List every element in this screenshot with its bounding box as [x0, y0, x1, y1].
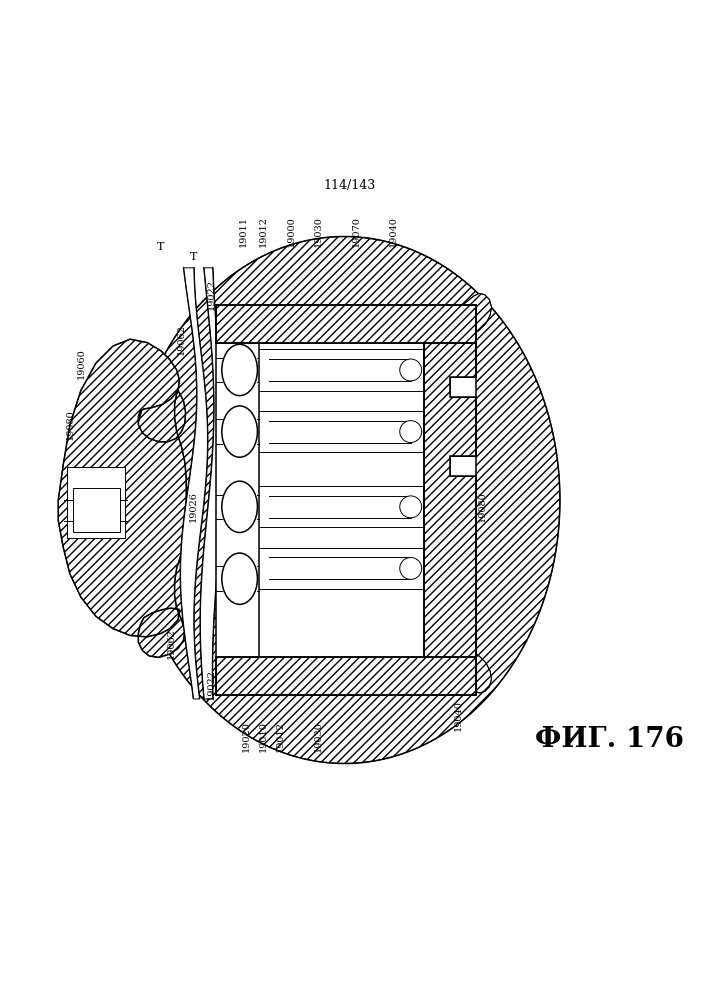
- Bar: [73, 488, 120, 532]
- Bar: [81, 485, 122, 536]
- Circle shape: [399, 421, 421, 443]
- Text: 114/143: 114/143: [323, 179, 375, 192]
- Text: 19060: 19060: [76, 348, 86, 379]
- Text: 19016: 19016: [297, 505, 305, 536]
- Text: 19000: 19000: [286, 216, 296, 247]
- Text: 19022: 19022: [206, 669, 216, 700]
- Text: 19080: 19080: [478, 491, 487, 522]
- Ellipse shape: [222, 344, 257, 396]
- Text: 19070: 19070: [351, 216, 361, 247]
- Polygon shape: [58, 339, 186, 657]
- Text: T: T: [157, 242, 165, 252]
- Text: T: T: [190, 252, 197, 262]
- Text: 19062: 19062: [177, 324, 186, 355]
- Text: 19030: 19030: [314, 721, 323, 752]
- Text: 19012: 19012: [276, 721, 285, 752]
- Polygon shape: [448, 293, 491, 341]
- Bar: [216, 657, 476, 695]
- Text: 19080: 19080: [66, 409, 75, 440]
- Circle shape: [399, 359, 421, 381]
- Polygon shape: [448, 646, 491, 693]
- Bar: [216, 305, 476, 695]
- Circle shape: [399, 557, 421, 579]
- Text: 19026: 19026: [189, 491, 197, 522]
- Text: 19010: 19010: [259, 721, 268, 752]
- Bar: [86, 490, 117, 530]
- Text: ФИГ. 176: ФИГ. 176: [534, 726, 684, 753]
- Bar: [216, 305, 476, 343]
- Ellipse shape: [222, 553, 257, 604]
- Circle shape: [399, 496, 421, 518]
- Bar: [216, 305, 476, 343]
- Text: 19030: 19030: [314, 216, 323, 247]
- Polygon shape: [129, 237, 560, 763]
- Text: 19020: 19020: [242, 721, 251, 752]
- Ellipse shape: [222, 406, 257, 457]
- Text: 19040: 19040: [389, 216, 398, 247]
- Text: 19011: 19011: [238, 216, 247, 247]
- Bar: [67, 483, 125, 538]
- Bar: [216, 657, 476, 695]
- Polygon shape: [424, 343, 476, 657]
- Text: 19012: 19012: [259, 216, 268, 247]
- Ellipse shape: [222, 481, 257, 533]
- Text: 19040: 19040: [454, 700, 463, 731]
- Text: 19022: 19022: [206, 279, 216, 310]
- Bar: [67, 467, 125, 500]
- Text: 19062: 19062: [167, 628, 176, 659]
